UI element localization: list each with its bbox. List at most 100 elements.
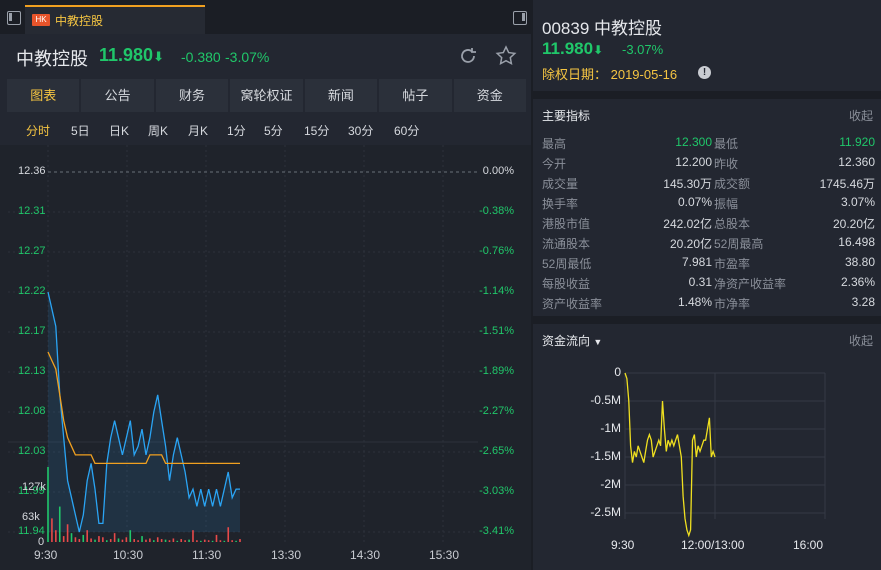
volume-bar (129, 530, 132, 542)
quote-change-pct: -3.07% (622, 42, 664, 57)
volume-bar (66, 524, 69, 542)
indicator-value: 20.20亿 (832, 217, 875, 231)
pct-tick-label: -2.65% (479, 445, 514, 457)
volume-bar (141, 536, 143, 542)
volume-bar (125, 537, 128, 542)
volume-bar (219, 540, 222, 542)
main-tabs: 图表 公告 财务 窝轮权证 新闻 帖子 资金 (7, 79, 526, 112)
indicator-label: 总股本 (714, 217, 751, 231)
y-tick-label: 12.22 (18, 285, 46, 297)
tab-posts[interactable]: 帖子 (379, 79, 452, 112)
info-icon[interactable]: ! (698, 66, 711, 79)
pct-tick-label: -0.76% (479, 245, 514, 257)
volume-bar (239, 539, 241, 542)
volume-tick-label: 0 (38, 536, 45, 548)
indicator-value: 3.28 (851, 295, 875, 309)
tab-capital[interactable]: 资金 (453, 79, 526, 112)
panel-toggle-icon[interactable] (513, 11, 527, 25)
indicator-row: 今开 12.200 昨收 12.360 (542, 155, 875, 175)
quote-price: 11.980⬇ (542, 39, 604, 58)
indicator-label: 每股收益 (542, 277, 591, 291)
tab-news[interactable]: 新闻 (304, 79, 378, 112)
period-day[interactable]: 日K (109, 124, 130, 138)
volume-bar (207, 540, 210, 542)
average-line (47, 351, 240, 465)
volume-bar (62, 536, 65, 542)
x-tick-label: 9:30 (34, 548, 58, 562)
volume-tick-label: 127k (22, 481, 46, 493)
period-15m[interactable]: 15分 (304, 124, 330, 138)
price-line (47, 291, 240, 533)
period-5m[interactable]: 5分 (264, 124, 283, 138)
flow-x-tick-label: 12:00/13:00 (681, 538, 745, 552)
y-tick-label: 11.99 (18, 485, 45, 497)
volume-bar (149, 538, 151, 542)
y-tick-label: 12.03 (18, 445, 46, 457)
y-tick-label: 11.94 (18, 525, 45, 537)
sidebar-toggle-icon[interactable] (7, 11, 21, 25)
chart-panel: HK 中教控股 中教控股 11.980⬇ -0.380 -3.07% 图表 公告… (0, 0, 531, 570)
volume-bar (192, 530, 194, 542)
period-intraday[interactable]: 分时 (26, 124, 51, 138)
pct-tick-label: -1.14% (479, 285, 514, 297)
x-tick-label: 11:30 (192, 548, 222, 562)
period-60m[interactable]: 60分 (394, 124, 420, 138)
capital-flow-collapse-button[interactable]: 收起 (848, 334, 873, 348)
flow-x-tick-label: 9:30 (611, 538, 635, 552)
indicator-label: 最高 (542, 137, 567, 151)
indicator-row: 换手率 0.07% 振幅 3.07% (542, 195, 875, 215)
indicators-collapse-button[interactable]: 收起 (848, 109, 873, 123)
volume-bar (188, 539, 190, 542)
indicator-value: 1745.46万 (819, 177, 875, 191)
flow-y-tick-label: -2.5M (590, 505, 621, 519)
tab-chart[interactable]: 图表 (7, 79, 80, 112)
tab-warrants[interactable]: 窝轮权证 (230, 79, 303, 112)
indicator-label: 流通股本 (542, 237, 591, 251)
intraday-chart[interactable]: 12.36 12.31 12.27 12.22 12.17 12.13 12.08 12.03… (0, 145, 531, 570)
indicator-row: 成交量 145.30万 成交额 1745.46万 (542, 175, 875, 195)
star-icon[interactable] (495, 45, 517, 67)
volume-bar (90, 538, 92, 542)
period-week[interactable]: 周K (148, 124, 169, 138)
period-5d[interactable]: 5日 (71, 124, 90, 138)
period-30m[interactable]: 30分 (348, 124, 374, 138)
volume-bar (55, 530, 57, 542)
indicator-label: 52周最高 (714, 237, 764, 251)
refresh-icon[interactable] (457, 45, 479, 67)
price-change: -0.380 (181, 49, 221, 65)
indicator-row: 流通股本 20.20亿 52周最高 16.498 (542, 235, 875, 255)
indicator-value: 12.360 (838, 155, 875, 169)
stock-price: 11.980⬇ (99, 45, 164, 65)
volume-bar (94, 539, 96, 542)
intraday-svg (8, 145, 478, 545)
indicator-value: 7.981 (681, 255, 712, 269)
indicator-label: 净资产收益率 (714, 277, 787, 291)
period-month[interactable]: 月K (188, 124, 209, 138)
period-1m[interactable]: 1分 (227, 124, 246, 138)
indicator-row: 每股收益 0.31 净资产收益率 2.36% (542, 275, 875, 295)
indicator-value: 3.07% (840, 195, 875, 209)
indicator-label: 成交量 (542, 177, 579, 191)
volume-bar (98, 536, 100, 542)
tab-financials[interactable]: 财务 (155, 79, 229, 112)
tab-announcements[interactable]: 公告 (81, 79, 154, 112)
hk-badge: HK (32, 14, 50, 26)
indicator-label: 资产收益率 (542, 297, 603, 311)
volume-bar (231, 540, 233, 542)
code-name: 00839 中教控股 (542, 19, 662, 38)
volume-bar (133, 539, 136, 542)
stock-name: 中教控股 (16, 49, 88, 69)
tab-stock[interactable]: HK 中教控股 (25, 5, 205, 34)
indicator-label: 今开 (542, 157, 567, 171)
indicator-label: 港股市值 (542, 217, 591, 231)
volume-bar (164, 539, 167, 542)
price-area-fill (48, 292, 240, 532)
volume-bar (82, 534, 85, 542)
indicator-row: 港股市值 242.02亿 总股本 20.20亿 (542, 215, 875, 235)
indicator-value: 2.36% (840, 275, 875, 289)
volume-bar (172, 538, 175, 542)
capital-flow-title[interactable]: 资金流向 ▼ (542, 334, 603, 348)
indicator-value: 0.31 (688, 275, 712, 289)
capital-flow-line (624, 372, 716, 538)
indicator-label: 成交额 (714, 177, 751, 191)
